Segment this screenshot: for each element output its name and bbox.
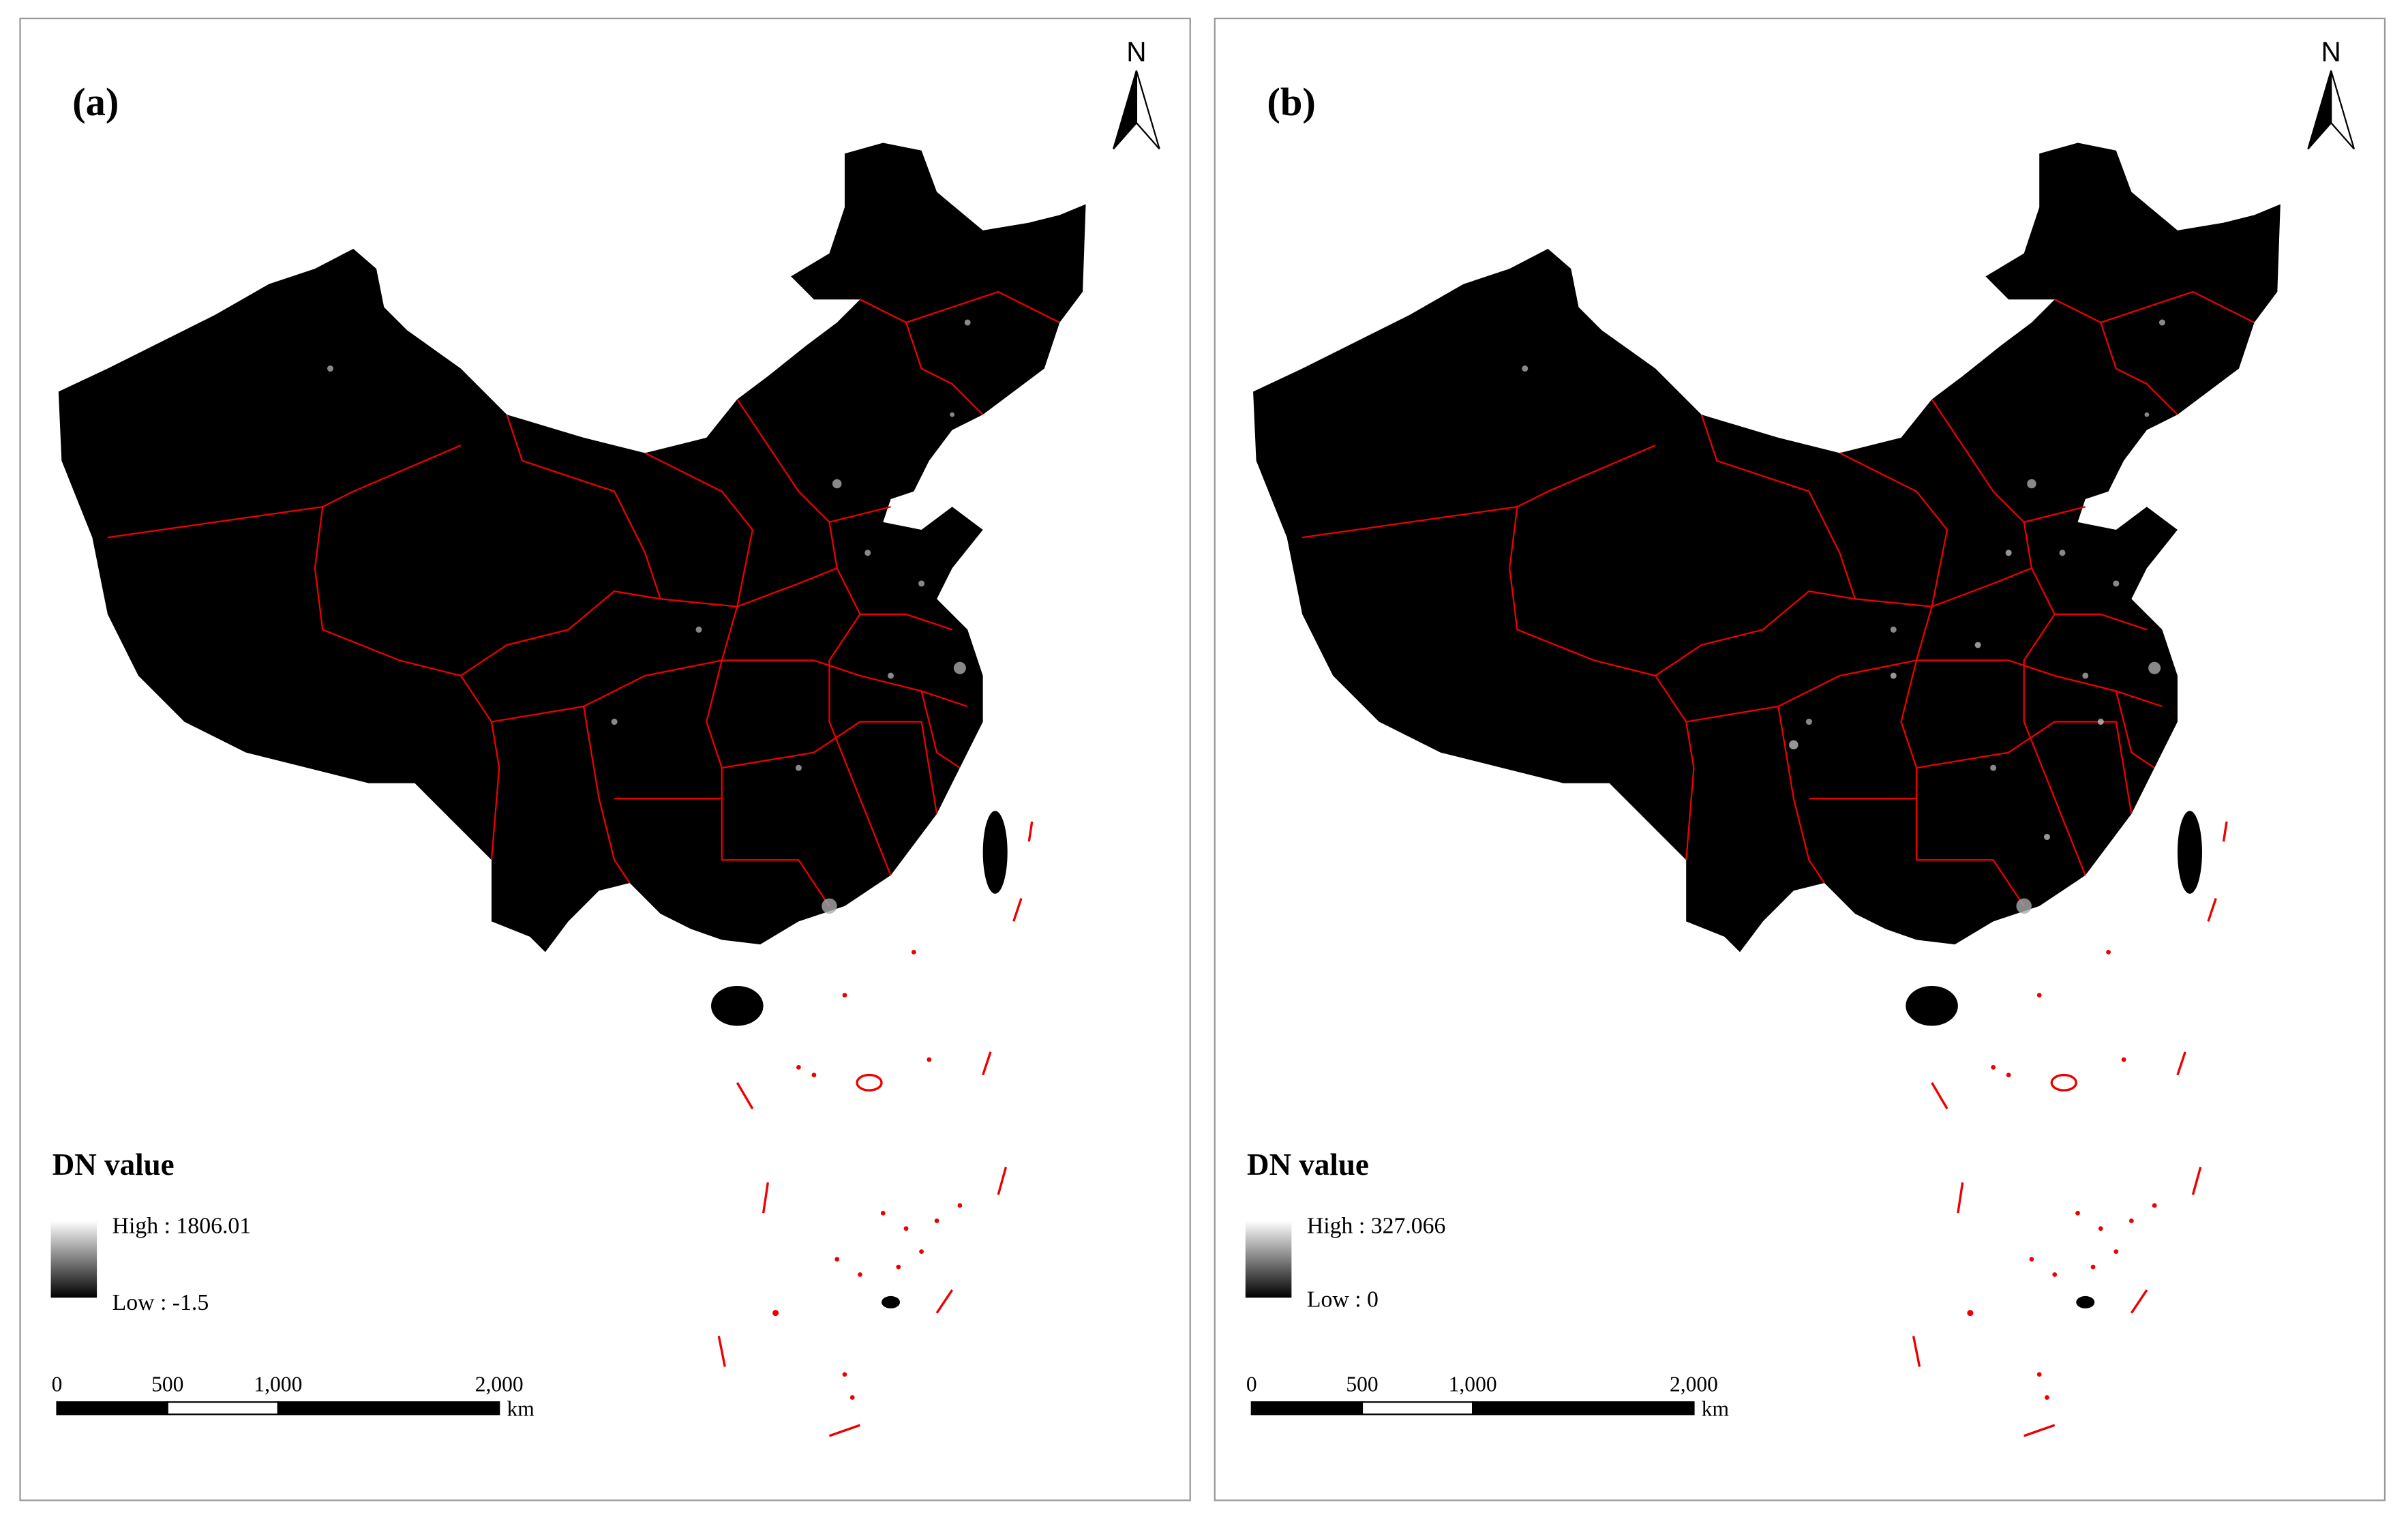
- legend-high: High : 327.066: [1307, 1214, 1446, 1239]
- scale-label: 500: [151, 1373, 183, 1396]
- panel: (b) N DN value High : 327.066 Low : 0 0 …: [1214, 17, 2386, 1501]
- scale-unit: km: [507, 1397, 535, 1421]
- scale-unit: km: [1702, 1397, 1730, 1421]
- legend-ramp: [1245, 1220, 1292, 1298]
- north-arrow: [2330, 70, 2356, 150]
- scale-bar: [166, 1401, 280, 1415]
- north-label: N: [1126, 36, 1146, 68]
- scale-bar: [1250, 1401, 1364, 1415]
- legend-title: DN value: [1247, 1148, 1369, 1182]
- scale-label: 1,000: [1449, 1373, 1497, 1396]
- scale-label: 2,000: [1670, 1373, 1718, 1396]
- legend-low: Low : -1.5: [112, 1290, 209, 1315]
- scale-label: 0: [1246, 1373, 1257, 1396]
- legend-ramp: [50, 1220, 97, 1298]
- scale-label: 0: [52, 1373, 63, 1396]
- scale-bar: [1472, 1401, 1695, 1415]
- panel-label: (a): [72, 80, 119, 124]
- north-arrow: [1135, 70, 1160, 150]
- scale-bar: [56, 1401, 168, 1415]
- legend-title: DN value: [52, 1148, 175, 1182]
- scale-label: 500: [1346, 1373, 1378, 1396]
- city-lights: [1789, 550, 2104, 840]
- legend-high: High : 1806.01: [112, 1214, 252, 1239]
- scale-bar: [1361, 1401, 1474, 1415]
- north-label: N: [2321, 36, 2341, 68]
- scale-label: 1,000: [254, 1373, 302, 1396]
- scale-bar: [277, 1401, 500, 1415]
- legend-low: Low : 0: [1307, 1287, 1379, 1313]
- panel: (a) N DN value High : 1806.01 Low : -1.5…: [19, 17, 1191, 1501]
- scale-label: 2,000: [475, 1373, 524, 1396]
- panel-label: (b): [1267, 80, 1316, 124]
